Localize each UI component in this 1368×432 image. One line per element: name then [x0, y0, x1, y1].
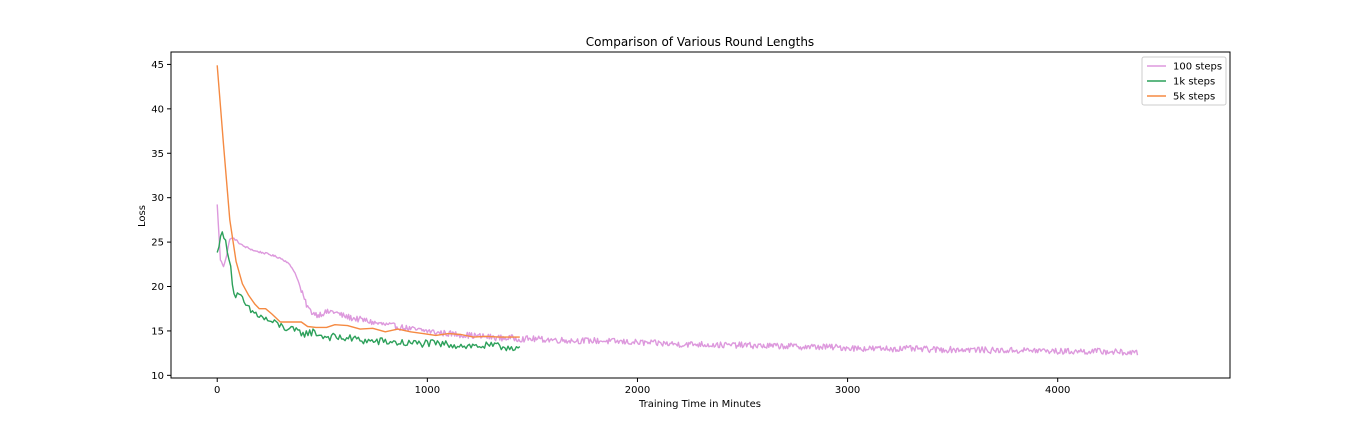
plot-area: [170, 51, 1231, 379]
y-axis: 10 15 20 25 30 35 40 45: [151, 60, 171, 382]
chart-title: Comparison of Various Round Lengths: [586, 35, 814, 49]
x-tick-label: 4000: [1045, 385, 1070, 396]
y-tick-label: 25: [151, 238, 164, 249]
y-tick-label: 45: [151, 60, 164, 71]
x-axis-label: Training Time in Minutes: [638, 399, 761, 410]
y-tick-label: 20: [151, 282, 164, 293]
legend-label: 5k steps: [1173, 92, 1215, 103]
series-line-3: [216, 65, 520, 338]
y-axis-label: Loss: [137, 205, 148, 227]
y-tick-label: 30: [151, 193, 164, 204]
series-line-1: [216, 204, 1139, 356]
legend-label: 100 steps: [1173, 62, 1222, 73]
y-tick-label: 10: [151, 371, 164, 382]
legend-box: [1141, 56, 1227, 106]
x-tick-label: 3000: [835, 385, 860, 396]
x-tick-label: 0: [214, 385, 220, 396]
plot-frame: [170, 51, 1231, 379]
series-line-2: [216, 231, 521, 352]
series-layer: [216, 65, 1139, 356]
legend-label: 1k steps: [1173, 77, 1215, 88]
x-tick-label: 2000: [625, 385, 650, 396]
x-axis: 0 1000 2000 3000 4000: [214, 378, 1070, 396]
legend: 100 steps 1k steps 5k steps: [1141, 56, 1227, 106]
x-tick-label: 1000: [415, 385, 440, 396]
y-tick-label: 35: [151, 149, 164, 160]
y-tick-label: 15: [151, 326, 164, 337]
y-tick-label: 40: [151, 104, 164, 115]
